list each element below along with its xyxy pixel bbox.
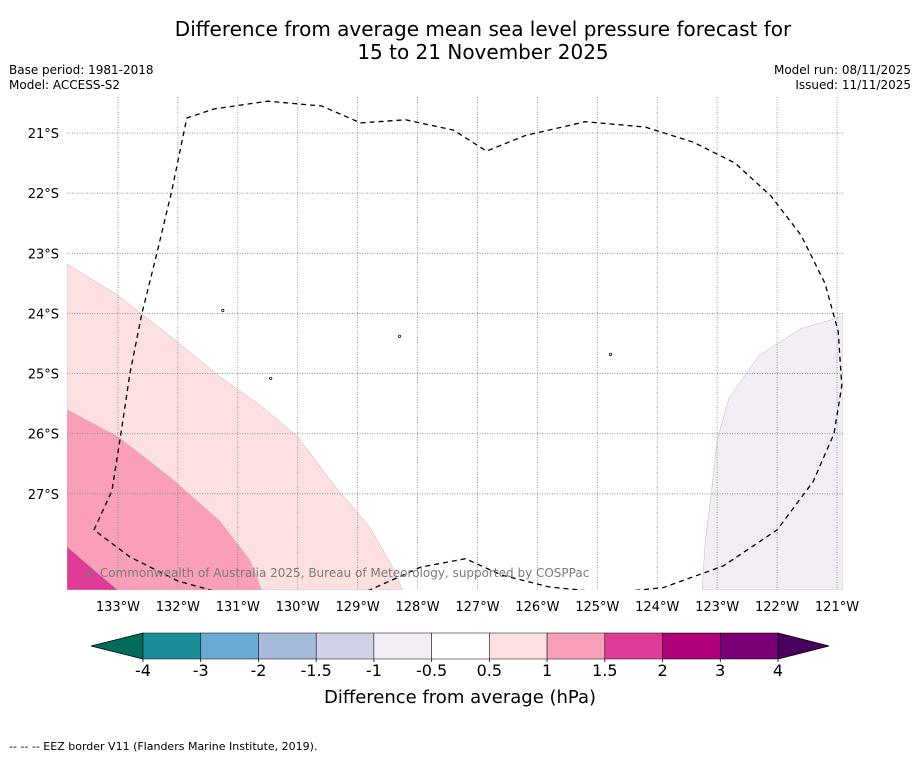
colorbar-tick-label-3: -2 xyxy=(250,661,266,680)
x-tick-label-11: 123°W xyxy=(695,600,739,615)
eez-legend-text: -- -- -- EEZ border V11 (Flanders Marine… xyxy=(9,740,318,753)
colorbar-label: Difference from average (hPa) xyxy=(324,687,596,708)
colorbar-tick-label-12: 4 xyxy=(773,661,783,680)
colorbar-segment-8 xyxy=(546,632,606,660)
y-tick-label-7: 27°S xyxy=(28,488,59,503)
x-tick-label-6: 128°W xyxy=(395,600,439,615)
x-tick-label-4: 130°W xyxy=(276,600,320,615)
x-tick-label-13: 121°W xyxy=(815,600,859,615)
island-marker-3 xyxy=(269,376,273,380)
model-run-text: Model run: 08/11/2025 xyxy=(773,63,911,77)
colorbar-tick-label-1: -4 xyxy=(135,661,151,680)
meta-left: Base period: 1981-2018 Model: ACCESS-S2 xyxy=(9,63,154,93)
y-tick-label-6: 26°S xyxy=(28,428,59,443)
x-tick-label-7: 127°W xyxy=(455,600,499,615)
colorbar-segment-9 xyxy=(604,632,663,660)
colorbar-segment-4 xyxy=(315,632,375,660)
colorbar-segment-10 xyxy=(662,632,721,660)
colorbar-tick-label-7: 0.5 xyxy=(477,661,502,680)
y-tick-label-4: 24°S xyxy=(28,307,59,322)
x-tick-label-3: 131°W xyxy=(216,600,260,615)
chart-title-line-1: Difference from average mean sea level p… xyxy=(174,17,792,41)
copyright-text: © Commonwealth of Australia 2025, Bureau… xyxy=(84,566,589,580)
colorbar-segment-2 xyxy=(200,632,259,660)
colorbar-segment-3 xyxy=(258,632,317,660)
colorbar-segment-7 xyxy=(489,632,548,660)
island-marker-1 xyxy=(221,308,225,312)
x-tick-label-8: 126°W xyxy=(515,600,559,615)
meta-right: Model run: 08/11/2025 Issued: 11/11/2025 xyxy=(774,63,911,93)
x-tick-label-10: 124°W xyxy=(635,600,679,615)
colorbar-tick-label-6: -0.5 xyxy=(416,661,447,680)
map-plot-area: © Commonwealth of Australia 2025, Bureau… xyxy=(67,97,843,590)
y-tick-label-5: 25°S xyxy=(28,368,59,383)
colorbar-tick-label-11: 3 xyxy=(715,661,725,680)
colorbar-tick-label-4: -1.5 xyxy=(301,661,332,680)
colorbar: -4 -3 -2 -1.5 -1 -0.5 0.5 1 1.5 2 3 4 Difference fro… xyxy=(90,632,830,708)
y-tick-label-3: 23°S xyxy=(28,247,59,262)
x-tick-label-9: 125°W xyxy=(575,600,619,615)
colorbar-over-arrow xyxy=(777,632,830,660)
colorbar-tick-label-2: -3 xyxy=(193,661,209,680)
colorbar-segment-5 xyxy=(373,632,432,660)
base-period-text: Base period: 1981-2018 xyxy=(9,63,154,77)
colorbar-segment-6 xyxy=(431,632,490,660)
contour-region-4 xyxy=(701,316,843,590)
y-tick-label-2: 22°S xyxy=(28,187,59,202)
x-tick-label-2: 132°W xyxy=(156,600,200,615)
chart-title: Difference from average mean sea level p… xyxy=(0,18,919,64)
y-tick-label-1: 21°S xyxy=(28,127,59,142)
model-text: Model: ACCESS-S2 xyxy=(9,78,121,92)
axis-labels: 133°W 132°W 131°W 130°W 129°W 128°W 127°W 126°W… xyxy=(28,127,860,615)
contour-region-3 xyxy=(67,546,119,590)
island-marker-2 xyxy=(398,334,402,338)
colorbar-tick-label-8: 1 xyxy=(542,661,552,680)
colorbar-under-arrow xyxy=(90,632,144,660)
colorbar-segment-1 xyxy=(142,632,201,660)
island-marker-4 xyxy=(608,352,613,356)
contour-region-2 xyxy=(67,409,262,590)
eez-border-line xyxy=(93,100,843,590)
colorbar-tick-label-10: 2 xyxy=(657,661,667,680)
x-tick-label-12: 122°W xyxy=(755,600,799,615)
x-tick-label-1: 133°W xyxy=(96,600,140,615)
chart-title-line-2: 15 to 21 November 2025 xyxy=(357,40,609,64)
x-tick-label-5: 129°W xyxy=(336,600,380,615)
issued-text: Issued: 11/11/2025 xyxy=(795,78,911,92)
colorbar-tick-label-5: -1 xyxy=(366,661,382,680)
colorbar-segment-11 xyxy=(720,632,779,660)
colorbar-tick-label-9: 1.5 xyxy=(592,661,617,680)
map-layer: © Commonwealth of Australia 2025, Bureau… xyxy=(67,97,843,590)
